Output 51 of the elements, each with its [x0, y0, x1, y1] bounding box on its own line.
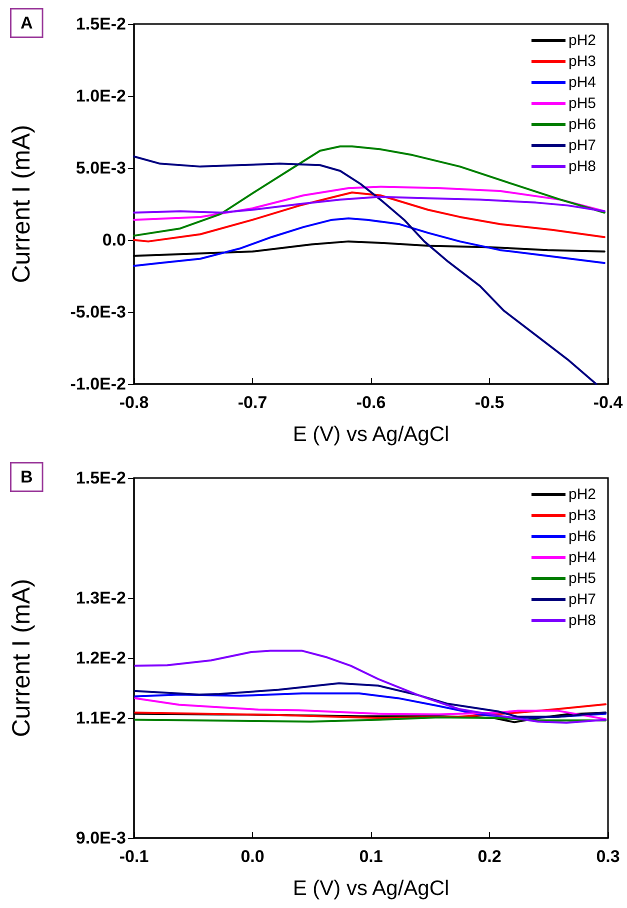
y-tick-label: 1.0E-2 — [76, 86, 126, 106]
y-axis-title: Current I (mA) — [8, 124, 36, 284]
x-tick-label: -0.5 — [474, 393, 504, 412]
legend-label: pH6 — [568, 116, 596, 133]
x-tick-label: 0.0 — [240, 847, 264, 866]
y-axis-title: Current I (mA) — [8, 578, 36, 738]
y-tick-label: 1.1E-2 — [76, 708, 126, 728]
legend-label: pH4 — [568, 549, 596, 566]
y-tick-label: 1.5E-2 — [76, 468, 126, 488]
x-tick-label: -0.4 — [593, 393, 624, 412]
x-tick-label: -0.6 — [356, 393, 386, 412]
legend-label: pH8 — [568, 612, 596, 629]
line-series — [133, 191, 606, 242]
line-series — [133, 155, 598, 385]
line-series — [133, 217, 606, 267]
text: A — [20, 14, 33, 32]
y-tick-label: 0.0 — [102, 230, 126, 250]
y-tick-label: 9.0E-3 — [76, 828, 126, 848]
x-axis-title: E (V) vs Ag/AgCl — [292, 877, 450, 900]
y-tick-label: -5.0E-3 — [70, 302, 126, 322]
x-tick-label: 0.2 — [478, 847, 502, 866]
line-series — [133, 186, 606, 221]
legend-label: pH2 — [568, 486, 596, 503]
x-tick-label: 0.1 — [359, 847, 383, 866]
x-axis-title: E (V) vs Ag/AgCl — [292, 423, 450, 446]
y-tick-label: -1.0E-2 — [70, 374, 126, 394]
y-tick-label: 1.5E-2 — [76, 14, 126, 34]
text: B — [20, 468, 33, 486]
y-tick-label: 5.0E-3 — [76, 158, 126, 178]
legend-label: pH7 — [568, 591, 596, 608]
legend-label: pH5 — [568, 95, 596, 112]
legend-label: pH5 — [568, 570, 596, 587]
legend-label: pH3 — [568, 53, 596, 70]
x-tick-label: -0.7 — [238, 393, 268, 412]
legend-label: pH7 — [568, 137, 596, 154]
x-tick-label: 0.3 — [596, 847, 620, 866]
x-tick-label: -0.1 — [119, 847, 149, 866]
legend-label: pH4 — [568, 74, 596, 91]
x-tick-label: -0.8 — [119, 393, 149, 412]
line-series — [134, 650, 607, 724]
line-series — [134, 697, 607, 720]
line-series — [134, 682, 607, 718]
legend-label: pH3 — [568, 507, 596, 524]
line-series — [134, 692, 607, 719]
y-tick-label: 1.3E-2 — [76, 588, 126, 608]
y-tick-label: 1.2E-2 — [76, 648, 126, 668]
line-series — [134, 703, 607, 719]
legend-label: pH6 — [568, 528, 596, 545]
line-series — [133, 196, 606, 214]
legend-label: pH8 — [568, 158, 596, 175]
legend-label: pH2 — [568, 32, 596, 49]
